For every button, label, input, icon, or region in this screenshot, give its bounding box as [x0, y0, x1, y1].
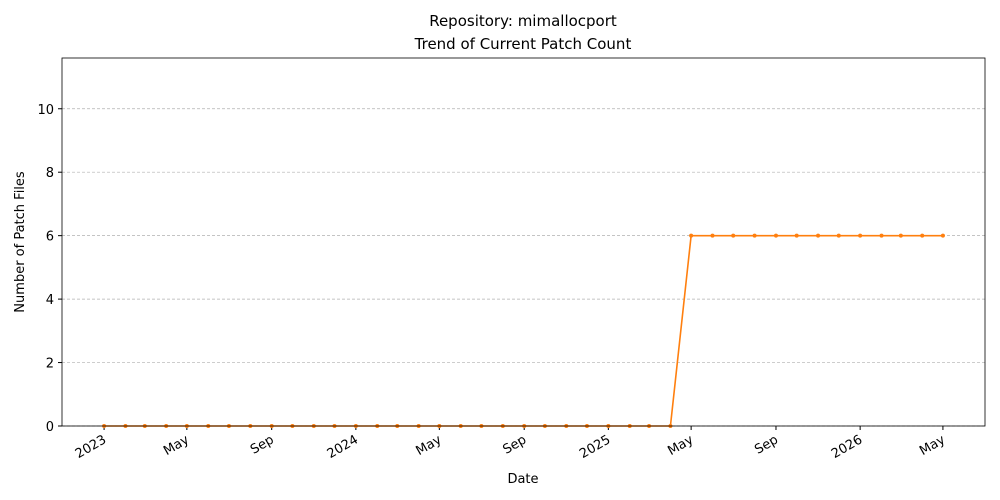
data-point — [836, 233, 841, 238]
plot-frame — [61, 57, 986, 427]
data-point — [940, 233, 945, 238]
y-tick-label: 10 — [37, 103, 54, 118]
data-point — [773, 233, 778, 238]
data-point — [858, 233, 863, 238]
chart-subtitle: Trend of Current Patch Count — [414, 35, 632, 53]
y-tick-label: 0 — [46, 420, 54, 435]
y-tick-label: 2 — [46, 357, 54, 372]
y-tick-label: 8 — [46, 166, 54, 181]
data-point — [689, 233, 694, 238]
data-point — [752, 233, 757, 238]
x-axis-label: Date — [507, 472, 538, 487]
y-axis-label: Number of Patch Files — [13, 171, 28, 313]
data-point — [898, 233, 903, 238]
y-tick-label: 4 — [46, 293, 54, 308]
y-tick-label: 6 — [46, 230, 54, 245]
data-point — [920, 233, 925, 238]
chart-title: Repository: mimallocport — [429, 12, 617, 30]
data-point — [879, 233, 884, 238]
data-point — [794, 233, 799, 238]
data-point — [710, 233, 715, 238]
data-point — [816, 233, 821, 238]
data-point — [731, 233, 736, 238]
